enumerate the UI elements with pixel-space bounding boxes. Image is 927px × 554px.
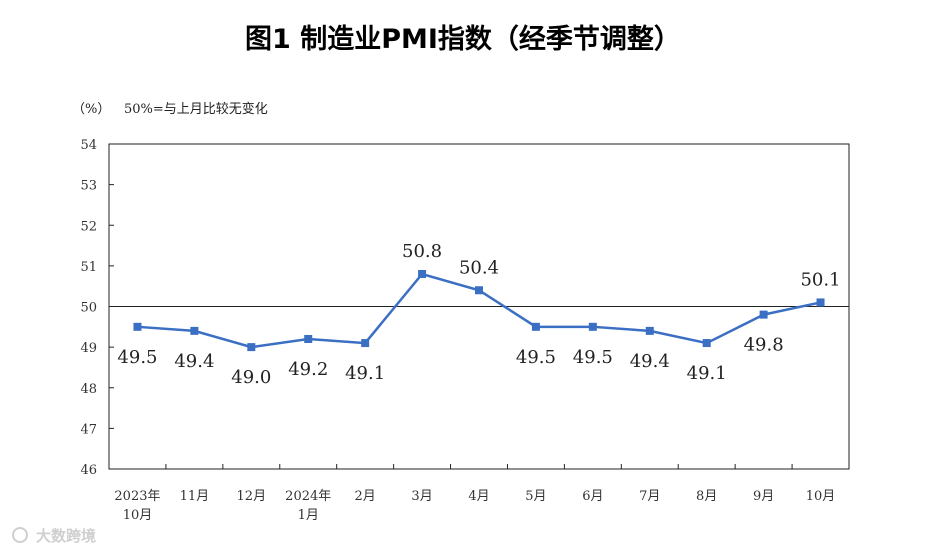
x-tick-label-4-0: 2月 [355, 489, 376, 504]
x-tick-label-12-0: 10月 [806, 489, 836, 504]
data-label-5: 50.8 [402, 241, 442, 262]
y-tick-label-46: 46 [80, 463, 97, 478]
data-label-1: 49.4 [174, 351, 214, 372]
x-tick-label-7-0: 5月 [525, 489, 546, 504]
x-tick-label-11-0: 9月 [753, 489, 774, 504]
data-point-6 [475, 286, 483, 295]
watermark-logo-icon [12, 527, 28, 543]
watermark-text: 大数跨境 [36, 527, 96, 545]
y-tick-label-54: 54 [80, 138, 97, 153]
y-tick-label-53: 53 [80, 179, 97, 194]
x-axis: 2023年 10月 11月 12月 2024年 1月 2月 3月 4月 5月 6月 7月 8月 9月 10月 [114, 464, 835, 523]
x-tick-label-2-0: 12月 [237, 489, 267, 504]
data-label-7: 49.5 [516, 347, 556, 368]
reference-note: 50%=与上月比较无变化 [124, 101, 268, 117]
y-unit-label: （%） [72, 102, 110, 117]
data-point-5 [418, 270, 427, 278]
x-tick-label-3-1: 1月 [298, 508, 319, 523]
data-label-2: 49.0 [231, 367, 271, 388]
data-point-7 [531, 322, 540, 331]
data-point-0 [133, 322, 142, 331]
data-label-8: 49.5 [573, 347, 613, 368]
data-point-3 [304, 335, 313, 343]
data-label-3: 49.2 [288, 359, 328, 380]
y-tick-label-51: 51 [80, 260, 97, 275]
data-label-6: 50.4 [459, 257, 499, 278]
data-point-9 [645, 326, 654, 335]
y-tick-label-52: 52 [80, 219, 97, 234]
x-tick-label-1-0: 11月 [180, 489, 210, 504]
data-label-4: 49.1 [345, 363, 385, 384]
x-tick-label-5-0: 3月 [411, 489, 432, 504]
x-tick-label-8-0: 6月 [582, 489, 603, 504]
chart-title: 图1 制造业PMI指数（经季节调整） [245, 23, 681, 55]
series-markers [133, 270, 825, 352]
data-label-10: 49.1 [687, 363, 727, 384]
data-point-4 [361, 339, 370, 348]
watermark: 大数跨境 [12, 527, 96, 545]
data-labels: 49.5 49.4 49.0 49.2 49.1 50.8 50.4 49.5 49.5 49.4… [117, 241, 840, 388]
series-line [137, 272, 821, 349]
data-point-10 [702, 339, 711, 348]
x-tick-label-0-1: 10月 [123, 508, 153, 523]
data-point-11 [759, 310, 768, 319]
y-tick-label-50: 50 [80, 301, 97, 316]
data-point-8 [588, 322, 597, 331]
x-tick-label-3-0: 2024年 [285, 489, 331, 504]
y-tick-label-47: 47 [80, 422, 97, 437]
data-label-9: 49.4 [630, 351, 670, 372]
y-tick-label-49: 49 [80, 341, 97, 356]
data-point-1 [190, 326, 199, 335]
x-tick-label-0-0: 2023年 [114, 489, 160, 504]
x-tick-label-10-0: 8月 [696, 489, 717, 504]
data-point-12 [816, 298, 825, 307]
data-label-11: 49.8 [744, 335, 784, 356]
data-label-12: 50.1 [800, 269, 840, 290]
y-tick-label-48: 48 [80, 382, 97, 397]
x-tick-label-9-0: 7月 [639, 489, 660, 504]
data-point-2 [247, 343, 256, 352]
data-label-0: 49.5 [117, 347, 157, 368]
x-tick-label-6-0: 4月 [468, 489, 489, 504]
